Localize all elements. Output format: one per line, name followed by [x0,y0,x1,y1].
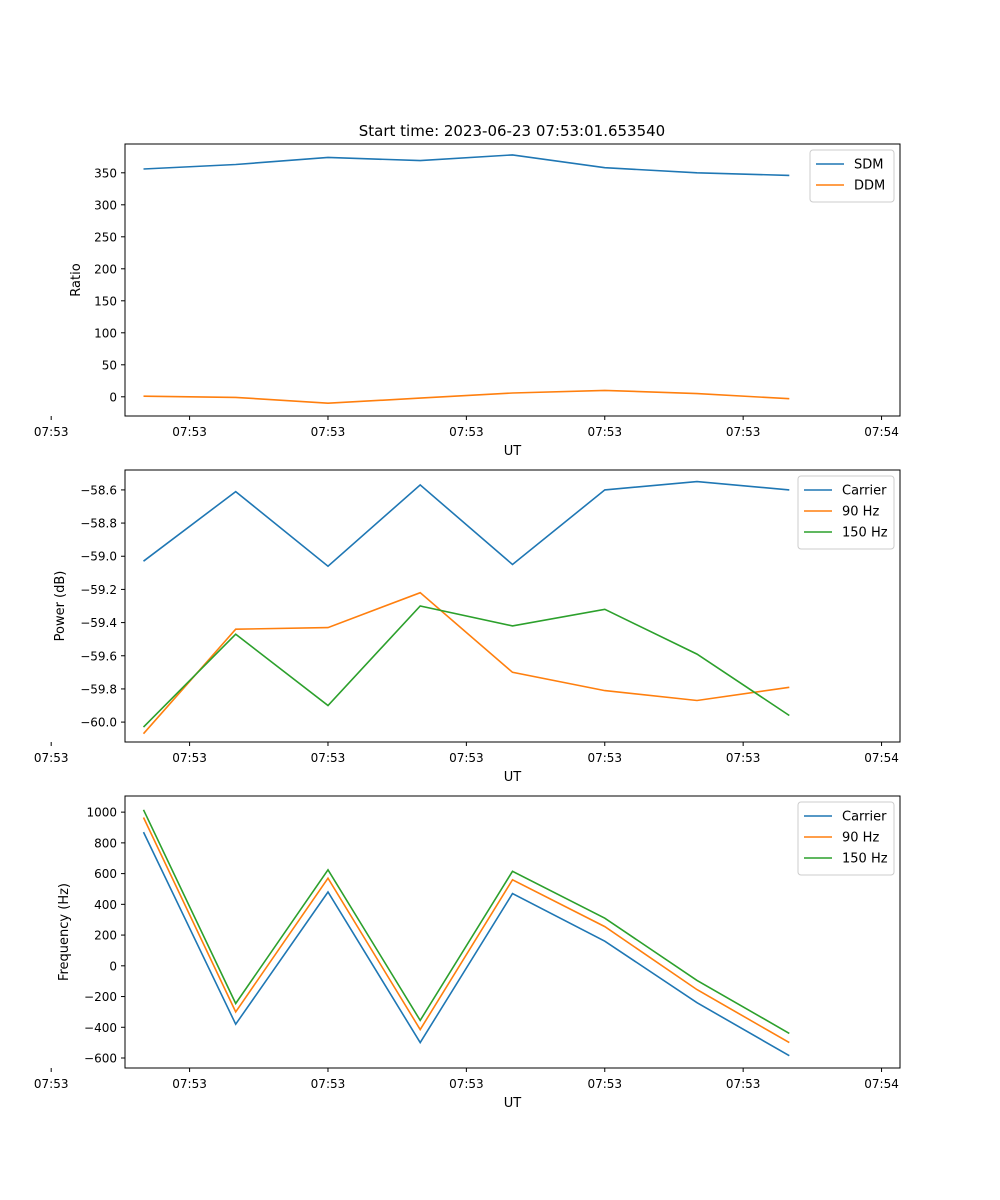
power-xtick-label: 07:53 [726,751,761,765]
ratio-xtick-label: 07:53 [726,425,761,439]
power-legend [797,475,895,550]
power-series-150-hz-line [142,605,790,728]
power-legend-label: 90 Hz [842,505,879,520]
frequency-xlabel: UT [504,1096,522,1111]
frequency-ytick-label: −400 [84,1021,117,1035]
power-xtick-label: 07:53 [172,751,207,765]
ratio-xtick-label: 07:53 [34,425,69,439]
power-xtick-label: 07:53 [311,751,346,765]
frequency-ytick-label: 200 [94,929,117,943]
power-xtick-label: 07:53 [34,751,69,765]
power-ytick-label: −59.2 [80,583,117,597]
frequency-axes-frame [124,795,901,1069]
ratio-ytick-label: 350 [94,166,117,180]
frequency-xtick-label: 07:53 [34,1077,69,1091]
power-ytick-label: −59.8 [80,682,117,696]
ratio-xtick-label: 07:53 [172,425,207,439]
frequency-ytick-label: 1000 [86,806,117,820]
frequency-series-carrier-line [142,831,790,1057]
frequency-series-90-hz-line [142,817,790,1044]
power-series-carrier-line [143,480,790,568]
frequency-ylabel: Frequency (Hz) [57,883,72,981]
subplot-power: 07:53 07:53 07:53 07:53 07:53 07:53 07:54 −60.0… [34,469,901,785]
power-ytick-label: −59.0 [80,550,117,564]
ratio-series-ddm-line [143,389,790,405]
frequency-ytick-label: −200 [84,990,117,1004]
frequency-legend-label: 90 Hz [842,831,879,846]
power-ytick-label: −59.4 [80,616,117,630]
ratio-xtick-label: 07:53 [311,425,346,439]
frequency-xtick-label: 07:54 [864,1077,899,1091]
power-ytick-label: −59.6 [80,649,117,663]
ratio-ytick-label: 150 [94,294,117,308]
power-ytick-label: −58.8 [80,517,117,531]
power-ytick-label: −58.6 [80,483,117,497]
frequency-ytick-label: −600 [84,1052,117,1066]
subplot-frequency: 07:53 07:53 07:53 07:53 07:53 07:53 07:54 −600 −… [34,795,901,1111]
frequency-xtick-label: 07:53 [449,1077,484,1091]
frequency-xtick-label: 07:53 [726,1077,761,1091]
ratio-ytick-label: 0 [109,390,117,404]
ratio-legend [809,149,895,203]
frequency-xtick-label: 07:53 [311,1077,346,1091]
ratio-xlabel: UT [504,444,522,459]
ratio-ytick-label: 200 [94,262,117,276]
ratio-ytick-label: 300 [94,198,117,212]
ratio-legend-label: DDM [854,179,885,194]
power-series-90-hz-line [142,591,790,735]
ratio-xtick-label: 07:53 [449,425,484,439]
frequency-xtick-label: 07:53 [172,1077,207,1091]
ratio-legend-label: SDM [854,158,883,173]
power-ylabel: Power (dB) [53,571,68,642]
ratio-series-sdm-line [143,154,790,177]
power-legend-label: 150 Hz [842,526,888,541]
frequency-legend-label: 150 Hz [842,852,888,867]
power-xtick-label: 07:53 [449,751,484,765]
frequency-legend [797,801,895,876]
ratio-ylabel: Ratio [69,263,84,296]
ratio-ytick-label: 100 [94,326,117,340]
power-axes-frame [124,469,901,743]
power-xtick-label: 07:53 [587,751,622,765]
frequency-ytick-label: 0 [109,959,117,973]
frequency-xtick-label: 07:53 [587,1077,622,1091]
ratio-axes-frame [124,143,901,417]
power-ytick-label: −60.0 [80,716,117,730]
frequency-ytick-label: 400 [94,898,117,912]
frequency-legend-label: Carrier [842,810,887,825]
power-xtick-label: 07:54 [864,751,899,765]
subplot-ratio: 07:53 07:53 07:53 07:53 07:53 07:53 07:54 0 50 10… [34,143,901,459]
figure-title: Start time: 2023-06-23 07:53:01.653540 [359,122,665,140]
power-legend-label: Carrier [842,484,887,499]
ratio-xtick-label: 07:54 [864,425,899,439]
ratio-ytick-label: 250 [94,230,117,244]
power-xlabel: UT [504,770,522,785]
ratio-ytick-label: 50 [102,358,117,372]
ratio-xtick-label: 07:53 [587,425,622,439]
frequency-series-150-hz-line [142,809,790,1035]
frequency-ytick-label: 800 [94,836,117,850]
frequency-ytick-label: 600 [94,867,117,881]
